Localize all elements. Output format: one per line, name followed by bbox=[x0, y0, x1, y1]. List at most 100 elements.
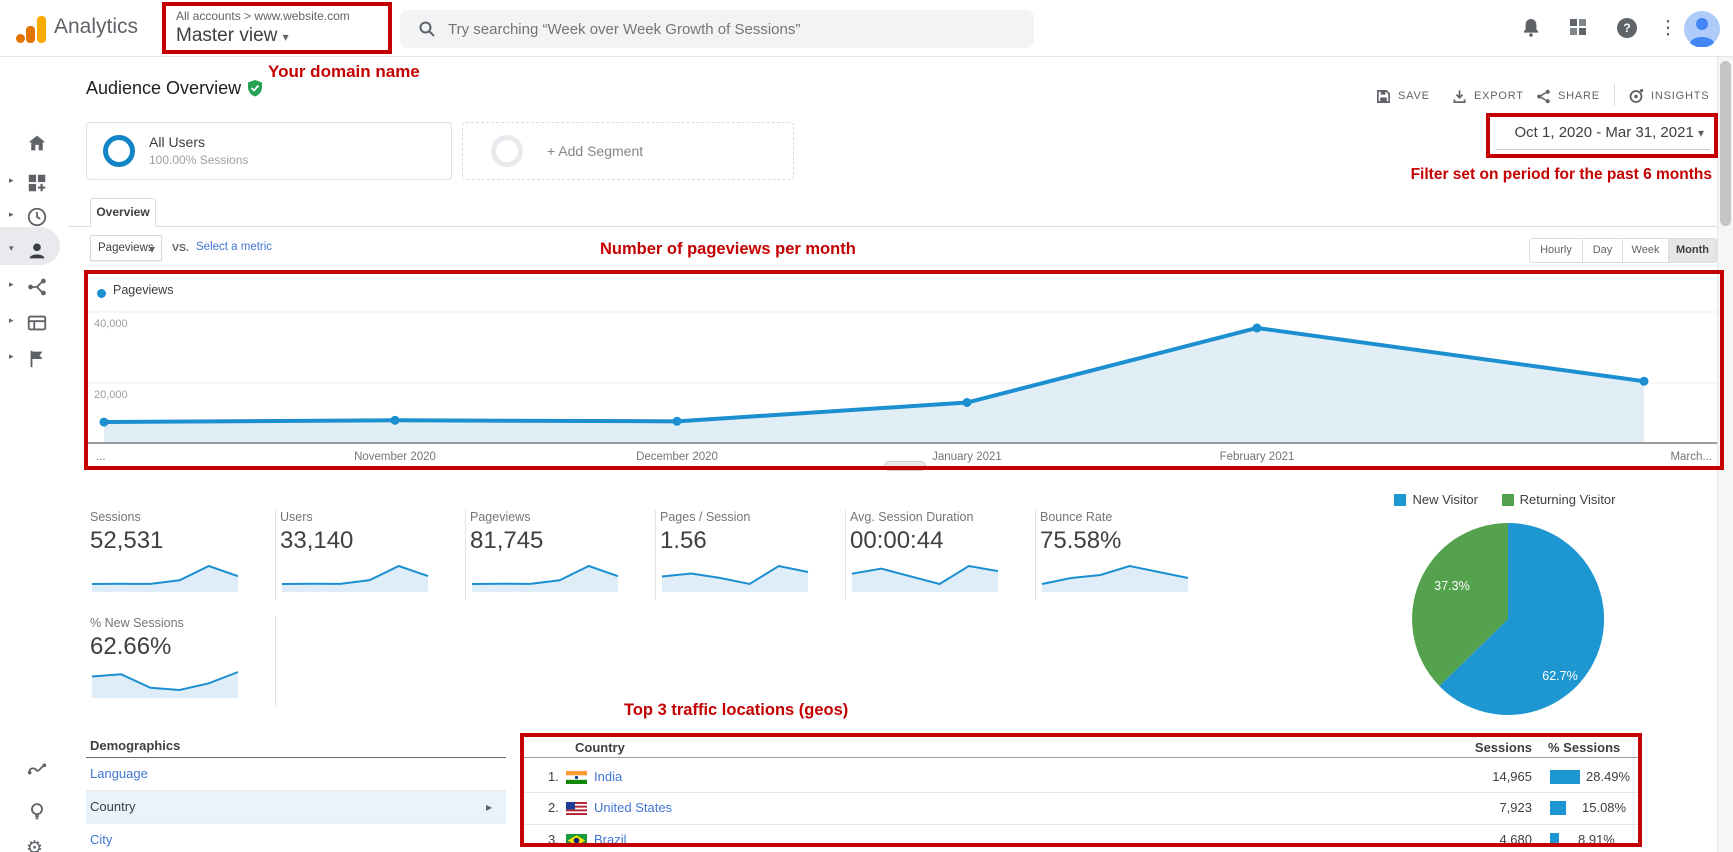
sidebar-item-discover[interactable] bbox=[0, 795, 60, 829]
scrollbar[interactable] bbox=[1717, 57, 1733, 852]
vs-label: VS. bbox=[172, 242, 189, 254]
tab-overview[interactable]: Overview bbox=[90, 198, 156, 227]
sidebar-item-realtime[interactable]: ▸ bbox=[0, 201, 60, 235]
add-segment-button[interactable]: + Add Segment bbox=[462, 122, 794, 180]
breadcrumb-domain[interactable]: www.website.com bbox=[254, 9, 349, 23]
demographics-item-city[interactable]: City bbox=[86, 824, 506, 852]
demographics-item-country[interactable]: Country ▸ bbox=[86, 791, 506, 823]
country-link[interactable]: India bbox=[594, 762, 622, 792]
new-visitor-swatch-icon bbox=[1394, 494, 1406, 506]
collapse-caret-icon: ▾ bbox=[9, 243, 14, 254]
sidebar-item-home[interactable] bbox=[0, 127, 60, 161]
expand-caret-icon: ▸ bbox=[9, 279, 14, 290]
view-name[interactable]: Master view bbox=[176, 25, 277, 46]
apps-grid-icon[interactable] bbox=[1568, 17, 1592, 41]
scrollbar-thumb[interactable] bbox=[1720, 61, 1731, 226]
visitor-type-pie-chart[interactable]: 62.7%37.3% bbox=[1408, 518, 1608, 720]
segment-ring-icon bbox=[103, 135, 135, 167]
acquisition-network-icon bbox=[26, 276, 48, 298]
add-segment-ring-icon bbox=[491, 135, 523, 167]
svg-text:February 2021: February 2021 bbox=[1220, 451, 1295, 463]
svg-text:November 2020: November 2020 bbox=[354, 451, 436, 463]
table-row[interactable]: 3. Brazil 4,680 8.91% bbox=[524, 825, 1638, 852]
share-button[interactable]: SHARE bbox=[1536, 87, 1600, 105]
save-button[interactable]: SAVE bbox=[1376, 87, 1430, 105]
sidebar-item-behavior[interactable]: ▸ bbox=[0, 307, 60, 341]
metric-new-sessions: % New Sessions 62.66% bbox=[86, 616, 276, 706]
sidebar: ▸ ▸ ▾ ▸ ▸ bbox=[0, 57, 68, 852]
table-row[interactable]: 2. United States 7,923 15.08% bbox=[524, 793, 1638, 823]
search-icon bbox=[418, 20, 436, 38]
granularity-day-button[interactable]: Day bbox=[1583, 238, 1623, 263]
breadcrumb[interactable]: All accounts > www.website.com bbox=[176, 9, 350, 23]
sidebar-item-attribution[interactable] bbox=[0, 753, 60, 787]
avatar[interactable] bbox=[1684, 11, 1720, 47]
table-header-underline bbox=[524, 757, 1638, 758]
discover-bulb-icon bbox=[26, 800, 48, 822]
granularity-week-button[interactable]: Week bbox=[1623, 238, 1669, 263]
sessions-column-header[interactable]: Sessions bbox=[1462, 740, 1532, 755]
select-metric-link[interactable]: Select a metric bbox=[196, 241, 272, 253]
segment-all-users[interactable]: All Users 100.00% Sessions bbox=[86, 122, 452, 180]
rank: 3. bbox=[548, 825, 559, 852]
save-icon bbox=[1376, 89, 1391, 104]
expand-caret-icon: ▸ bbox=[9, 315, 14, 326]
shield-verified-icon bbox=[246, 79, 264, 97]
pct-sessions-column-header[interactable]: % Sessions bbox=[1548, 740, 1620, 755]
legend-returning-visitor[interactable]: Returning Visitor bbox=[1502, 492, 1616, 507]
country-column-header[interactable]: Country bbox=[575, 740, 625, 755]
breadcrumb-account[interactable]: All accounts bbox=[176, 9, 241, 23]
home-icon bbox=[26, 132, 48, 154]
svg-text:March...: March... bbox=[1670, 451, 1712, 463]
sidebar-item-audience[interactable]: ▾ bbox=[0, 235, 60, 269]
metric-sessions: Sessions 52,531 bbox=[86, 510, 276, 600]
date-underline bbox=[1496, 149, 1710, 150]
search-bar[interactable] bbox=[400, 10, 1034, 48]
demographics-title: Demographics bbox=[90, 738, 180, 753]
expand-caret-icon: ▸ bbox=[9, 351, 14, 362]
notifications-bell-icon[interactable] bbox=[1520, 17, 1544, 41]
sidebar-item-admin[interactable]: ⚙ bbox=[0, 833, 60, 852]
pct-value: 28.49% bbox=[1586, 762, 1630, 792]
svg-text:January 2021: January 2021 bbox=[932, 451, 1002, 463]
pct-bar bbox=[1550, 833, 1559, 847]
date-range-selector[interactable]: Oct 1, 2020 - Mar 31, 2021 ▾ bbox=[1492, 124, 1704, 141]
pct-bar bbox=[1550, 801, 1566, 815]
more-vert-icon[interactable]: ⋮ bbox=[1656, 17, 1680, 41]
date-range-value[interactable]: Oct 1, 2020 - Mar 31, 2021 bbox=[1515, 124, 1694, 141]
sessions-value: 14,965 bbox=[1472, 762, 1532, 792]
india-flag-icon bbox=[566, 771, 587, 784]
breadcrumb-separator-icon: > bbox=[244, 9, 251, 23]
conversions-flag-icon bbox=[26, 348, 48, 370]
export-icon bbox=[1452, 89, 1467, 104]
metric-dropdown[interactable]: Pageviews ▾ bbox=[90, 235, 162, 261]
export-button[interactable]: EXPORT bbox=[1452, 87, 1524, 105]
view-selector[interactable]: Master view ▾ bbox=[176, 25, 289, 47]
pie-legend: New Visitor Returning Visitor bbox=[1340, 492, 1670, 509]
svg-text:...: ... bbox=[96, 451, 106, 463]
customization-icon bbox=[26, 172, 48, 194]
timeline-handle[interactable] bbox=[884, 461, 926, 471]
help-icon[interactable]: ? bbox=[1617, 18, 1641, 42]
sidebar-item-customization[interactable]: ▸ bbox=[0, 167, 60, 201]
expand-caret-icon: ▸ bbox=[9, 175, 14, 186]
search-input[interactable] bbox=[448, 10, 1018, 48]
legend-new-visitor[interactable]: New Visitor bbox=[1394, 492, 1478, 507]
top-bar: Analytics All accounts > www.website.com… bbox=[0, 0, 1733, 57]
granularity-hourly-button[interactable]: Hourly bbox=[1529, 238, 1583, 263]
annotation-filter-note: Filter set on period for the past 6 mont… bbox=[1370, 166, 1712, 184]
sidebar-item-acquisition[interactable]: ▸ bbox=[0, 271, 60, 305]
rank: 1. bbox=[548, 762, 559, 792]
demographics-item-language[interactable]: Language bbox=[86, 758, 506, 790]
svg-text:20,000: 20,000 bbox=[94, 389, 128, 401]
country-link[interactable]: Brazil bbox=[594, 825, 627, 852]
granularity-month-button[interactable]: Month bbox=[1669, 238, 1717, 263]
table-row[interactable]: 1. India 14,965 28.49% bbox=[524, 762, 1638, 792]
actions-divider bbox=[1614, 84, 1615, 106]
metric-bounce-rate: Bounce Rate 75.58% bbox=[1036, 510, 1226, 600]
sidebar-item-conversions[interactable]: ▸ bbox=[0, 343, 60, 377]
pageviews-line-chart[interactable]: 20,00040,000...November 2020December 202… bbox=[88, 276, 1720, 468]
country-link[interactable]: United States bbox=[594, 793, 672, 823]
segment-detail: 100.00% Sessions bbox=[149, 153, 248, 167]
insights-button[interactable]: INSIGHTS bbox=[1628, 87, 1709, 105]
